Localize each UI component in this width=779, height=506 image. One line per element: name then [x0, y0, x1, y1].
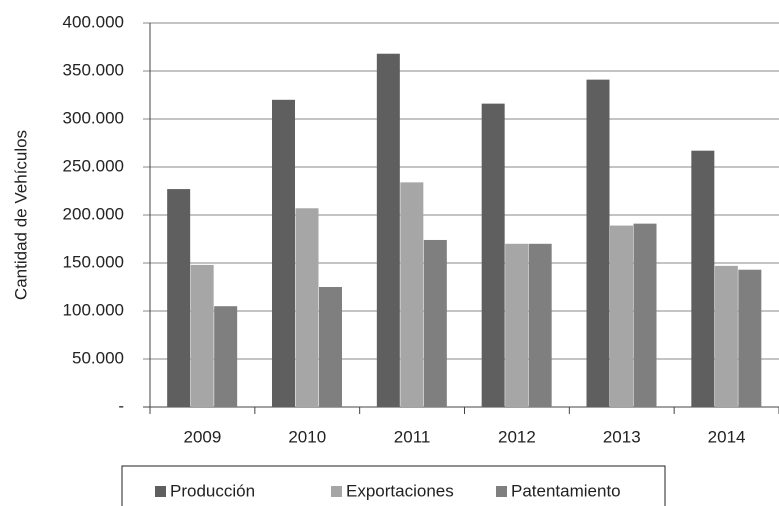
legend-swatch	[496, 486, 507, 497]
legend-label: Producción	[170, 481, 255, 500]
bar	[272, 99, 295, 408]
bar	[167, 189, 191, 407]
y-tick-label: -	[118, 396, 124, 415]
bar	[528, 243, 552, 407]
bar	[714, 265, 738, 407]
legend-label: Exportaciones	[346, 481, 454, 500]
x-tick-label: 2010	[288, 427, 326, 446]
y-tick-label: 50.000	[72, 348, 124, 367]
y-tick-label: 300.000	[63, 108, 124, 127]
y-tick-label: 400.000	[63, 12, 124, 31]
x-tick-label: 2009	[184, 427, 222, 446]
bar	[505, 243, 529, 407]
bar	[633, 223, 657, 407]
y-tick-label: 150.000	[63, 252, 124, 271]
bar	[319, 287, 342, 407]
x-tick-label: 2011	[394, 427, 431, 446]
bar	[423, 239, 447, 407]
bar	[610, 225, 633, 407]
legend-swatch	[155, 486, 166, 497]
bar	[295, 208, 319, 407]
y-tick-label: 350.000	[63, 60, 124, 79]
bar	[586, 79, 610, 407]
legend-swatch	[331, 486, 342, 497]
x-tick-label: 2014	[708, 427, 746, 446]
bar	[376, 53, 400, 407]
bar	[481, 103, 505, 407]
x-tick-label: 2013	[603, 427, 641, 446]
bar	[190, 264, 214, 407]
bar	[691, 150, 715, 407]
legend-box	[121, 465, 666, 506]
legend-label: Patentamiento	[511, 481, 621, 500]
bar	[400, 182, 424, 407]
y-tick-label: 200.000	[63, 204, 124, 223]
y-tick-label: 100.000	[63, 300, 124, 319]
bar	[738, 269, 762, 407]
y-tick-label: 250.000	[63, 156, 124, 175]
y-axis-label: Cantidad de Vehículos	[11, 130, 30, 300]
bar	[214, 306, 238, 407]
x-tick-label: 2012	[498, 427, 536, 446]
